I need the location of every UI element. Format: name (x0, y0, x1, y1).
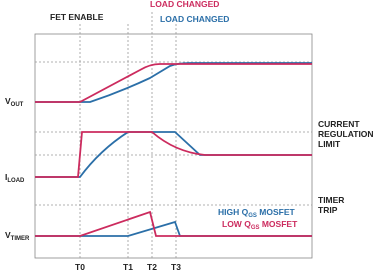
load-changed-label: LOAD CHANGED (150, 0, 219, 9)
current-limit-label: CURRENT REGULATION LIMIT (318, 119, 374, 149)
legend-entry: LOW QGS MOSFET (222, 219, 298, 231)
frame (34, 33, 313, 259)
time-label: T2 (147, 262, 157, 272)
time-label: T3 (171, 262, 181, 272)
signal-label: VOUT (5, 96, 24, 108)
fet-enable-label: FET ENABLE (50, 12, 104, 22)
time-label: T1 (123, 262, 133, 272)
signal-label: VTIMER (5, 230, 30, 242)
legend-entry: HIGH QGS MOSFET (218, 207, 295, 219)
curves (35, 62, 312, 237)
load-changed-label: LOAD CHANGED (160, 14, 229, 24)
signal-label: ILOAD (5, 172, 25, 184)
timer-trip-label: TIMER TRIP (318, 195, 344, 215)
time-label: T0 (75, 262, 85, 272)
